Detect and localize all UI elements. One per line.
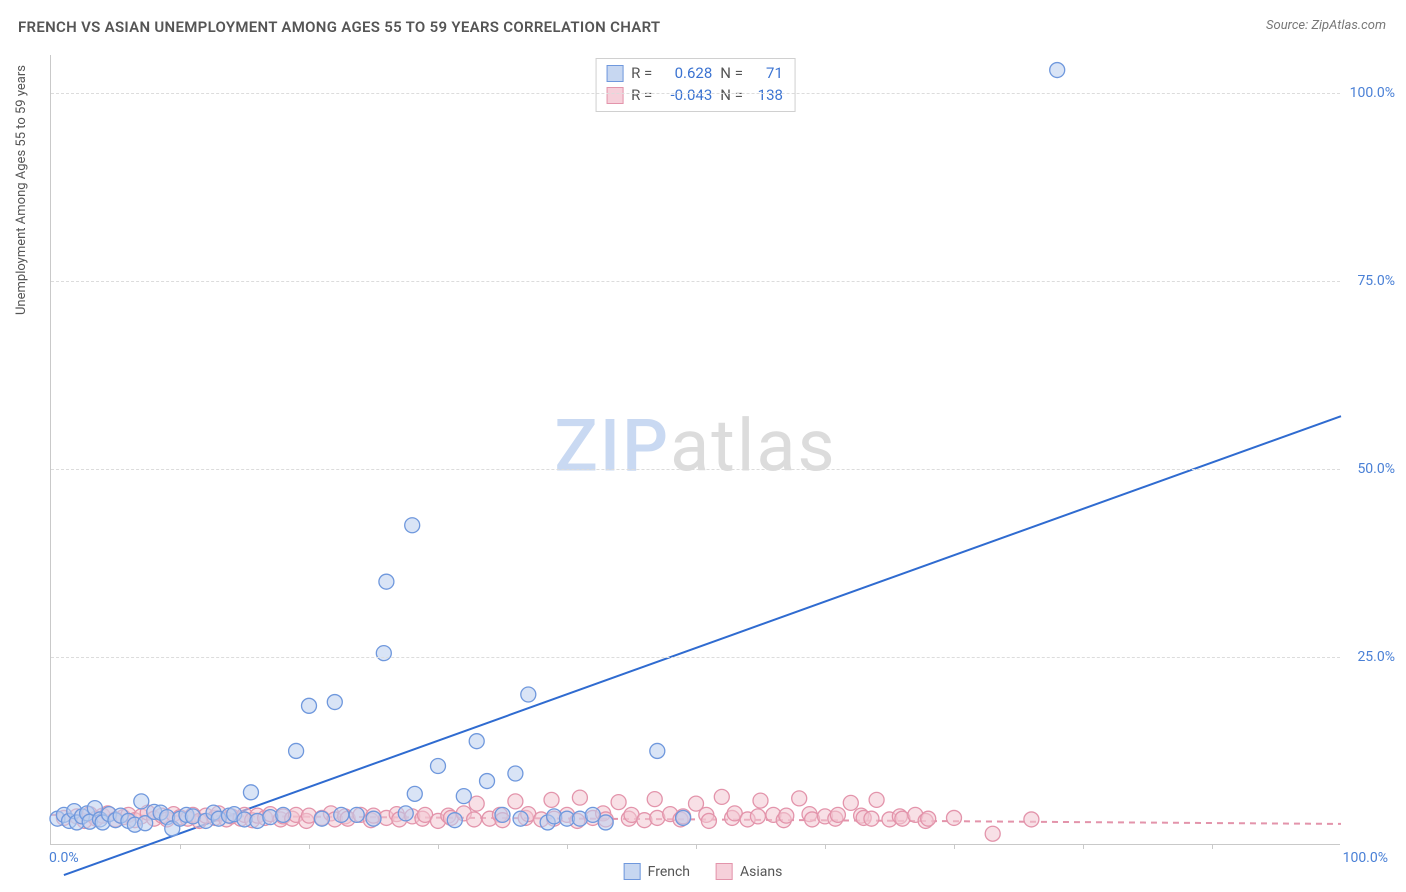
data-point bbox=[650, 743, 665, 758]
data-point bbox=[753, 793, 768, 808]
data-point bbox=[349, 807, 364, 822]
data-point bbox=[469, 734, 484, 749]
y-tick-label: 100.0% bbox=[1345, 85, 1395, 101]
data-point bbox=[947, 810, 962, 825]
data-point bbox=[398, 806, 413, 821]
y-axis-title: Unemployment Among Ages 55 to 59 years bbox=[14, 65, 29, 315]
data-point bbox=[508, 794, 523, 809]
data-point bbox=[779, 808, 794, 823]
gridline bbox=[51, 657, 1340, 658]
x-tick bbox=[438, 844, 439, 849]
x-tick bbox=[309, 844, 310, 849]
data-point bbox=[276, 807, 291, 822]
data-point bbox=[921, 811, 936, 826]
data-point bbox=[431, 759, 446, 774]
data-point bbox=[598, 815, 613, 830]
data-point bbox=[843, 795, 858, 810]
x-tick bbox=[567, 844, 568, 849]
data-point bbox=[467, 812, 482, 827]
legend-label-asians: Asians bbox=[740, 864, 782, 880]
data-point bbox=[714, 789, 729, 804]
legend-item-asians: Asians bbox=[716, 863, 782, 880]
y-tick-label: 50.0% bbox=[1345, 461, 1395, 477]
x-tick bbox=[696, 844, 697, 849]
scatter-svg bbox=[51, 55, 1340, 844]
x-tick bbox=[1083, 844, 1084, 849]
y-tick-label: 75.0% bbox=[1345, 273, 1395, 289]
data-point bbox=[508, 766, 523, 781]
chart-title: FRENCH VS ASIAN UNEMPLOYMENT AMONG AGES … bbox=[18, 18, 660, 36]
x-tick bbox=[1212, 844, 1213, 849]
data-point bbox=[1050, 63, 1065, 78]
data-point bbox=[985, 826, 1000, 841]
legend-label-french: French bbox=[648, 864, 690, 880]
data-point bbox=[830, 807, 845, 822]
gridline bbox=[51, 93, 1340, 94]
plot-area: ZIPatlas R = 0.628 N = 71 R = -0.043 N =… bbox=[50, 55, 1340, 845]
data-point bbox=[521, 687, 536, 702]
data-point bbox=[243, 785, 258, 800]
x-tick bbox=[954, 844, 955, 849]
data-point bbox=[134, 794, 149, 809]
data-point bbox=[379, 574, 394, 589]
data-point bbox=[750, 809, 765, 824]
bottom-legend: French Asians bbox=[624, 863, 783, 880]
data-point bbox=[302, 698, 317, 713]
swatch-icon bbox=[716, 863, 733, 880]
data-point bbox=[405, 518, 420, 533]
data-point bbox=[334, 807, 349, 822]
source-value: ZipAtlas.com bbox=[1311, 18, 1386, 33]
data-point bbox=[869, 792, 884, 807]
data-point bbox=[513, 811, 528, 826]
data-point bbox=[647, 792, 662, 807]
swatch-icon bbox=[624, 863, 641, 880]
x-tick-label: 100.0% bbox=[1343, 850, 1388, 866]
data-point bbox=[407, 786, 422, 801]
x-tick bbox=[825, 844, 826, 849]
data-point bbox=[792, 791, 807, 806]
data-point bbox=[495, 807, 510, 822]
y-tick-label: 25.0% bbox=[1345, 649, 1395, 665]
data-point bbox=[676, 810, 691, 825]
source-label: Source: bbox=[1266, 18, 1311, 33]
data-point bbox=[701, 813, 716, 828]
data-point bbox=[544, 792, 559, 807]
gridline bbox=[51, 469, 1340, 470]
x-tick bbox=[180, 844, 181, 849]
legend-item-french: French bbox=[624, 863, 690, 880]
data-point bbox=[289, 743, 304, 758]
data-point bbox=[447, 813, 462, 828]
source-attribution: Source: ZipAtlas.com bbox=[1266, 18, 1386, 33]
x-tick-label: 0.0% bbox=[49, 850, 79, 866]
data-point bbox=[864, 811, 879, 826]
data-point bbox=[376, 646, 391, 661]
data-point bbox=[327, 695, 342, 710]
data-point bbox=[572, 790, 587, 805]
data-point bbox=[314, 811, 329, 826]
data-point bbox=[366, 811, 381, 826]
data-point bbox=[611, 795, 626, 810]
data-point bbox=[1024, 812, 1039, 827]
data-point bbox=[480, 774, 495, 789]
data-point bbox=[456, 789, 471, 804]
gridline bbox=[51, 281, 1340, 282]
